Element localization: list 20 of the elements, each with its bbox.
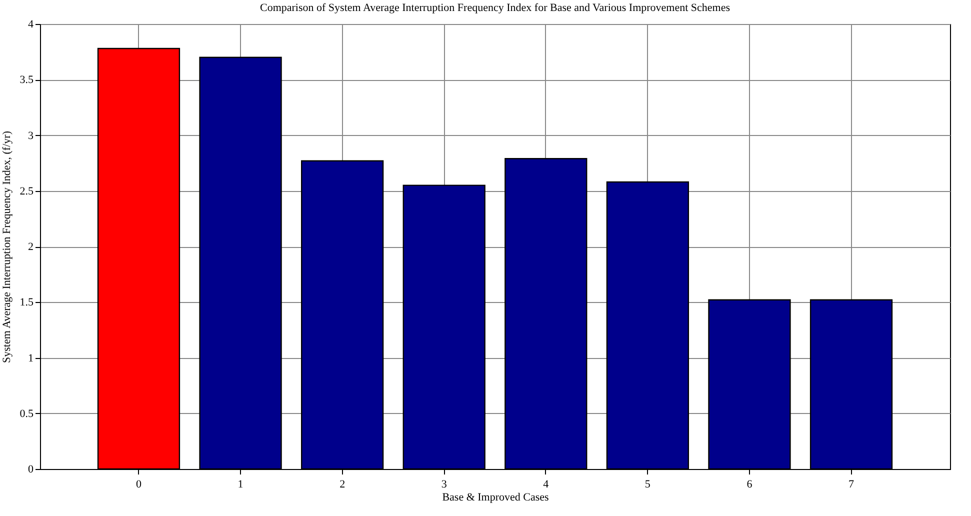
- y-tick-label: 0.5: [20, 408, 34, 420]
- y-axis-title: System Average Interruption Frequency Index, (f/yr): [0, 130, 13, 363]
- y-tick-label: 1.5: [20, 296, 34, 309]
- y-tick-label: 3: [28, 130, 34, 142]
- x-tick-label: 3: [441, 478, 448, 490]
- y-tick-label: 3.5: [20, 74, 34, 86]
- y-tick-label: 2.5: [20, 185, 34, 198]
- y-tick-label: 0: [28, 464, 34, 476]
- chart-title: Comparison of System Average Interruption Frequency Index for Base and Various Improvement Schemes: [260, 2, 730, 14]
- x-tick-label: 7: [848, 478, 855, 490]
- x-tick-label: 1: [238, 478, 244, 490]
- x-tick-label: 0: [136, 478, 142, 490]
- x-tick-label: 2: [340, 478, 346, 490]
- y-tick-label: 2: [28, 241, 34, 253]
- x-axis-title: Base & Improved Cases: [442, 492, 549, 504]
- x-tick-label: 6: [746, 478, 753, 490]
- y-tick-label: 1: [28, 352, 34, 364]
- x-tick-label: 4: [543, 478, 550, 490]
- x-tick-label: 5: [644, 478, 651, 490]
- y-tick-label: 4: [28, 18, 34, 30]
